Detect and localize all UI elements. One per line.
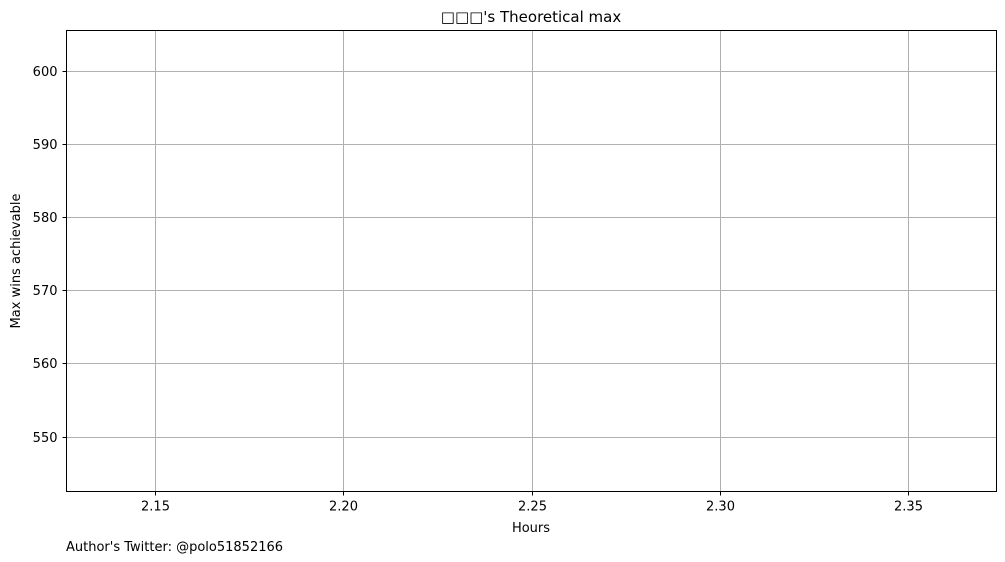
y-tick-label: 570 (33, 284, 58, 299)
y-tick-label: 600 (33, 65, 58, 80)
y-axis-ticks: 550 560 570 580 590 600 (33, 65, 67, 446)
x-tick-label: 2.15 (141, 500, 170, 515)
x-tick-label: 2.20 (329, 500, 358, 515)
y-tick-label: 590 (33, 138, 58, 153)
grid-layer (66, 30, 997, 492)
y-tick-label: 580 (33, 211, 58, 226)
y-tick-label: 550 (33, 431, 58, 446)
plot-frame (66, 30, 997, 492)
x-axis-ticks: 2.15 2.20 2.25 2.30 2.35 (141, 491, 923, 515)
x-tick-label: 2.30 (706, 500, 735, 515)
y-tick-label: 560 (33, 357, 58, 372)
author-twitter-note: Author's Twitter: @polo51852166 (66, 540, 283, 555)
x-tick-label: 2.35 (894, 500, 923, 515)
x-axis-label: Hours (512, 521, 550, 536)
chart-title: □□□'s Theoretical max (441, 8, 622, 26)
x-tick-label: 2.25 (518, 500, 547, 515)
y-axis-label: Max wins achievable (9, 194, 24, 329)
